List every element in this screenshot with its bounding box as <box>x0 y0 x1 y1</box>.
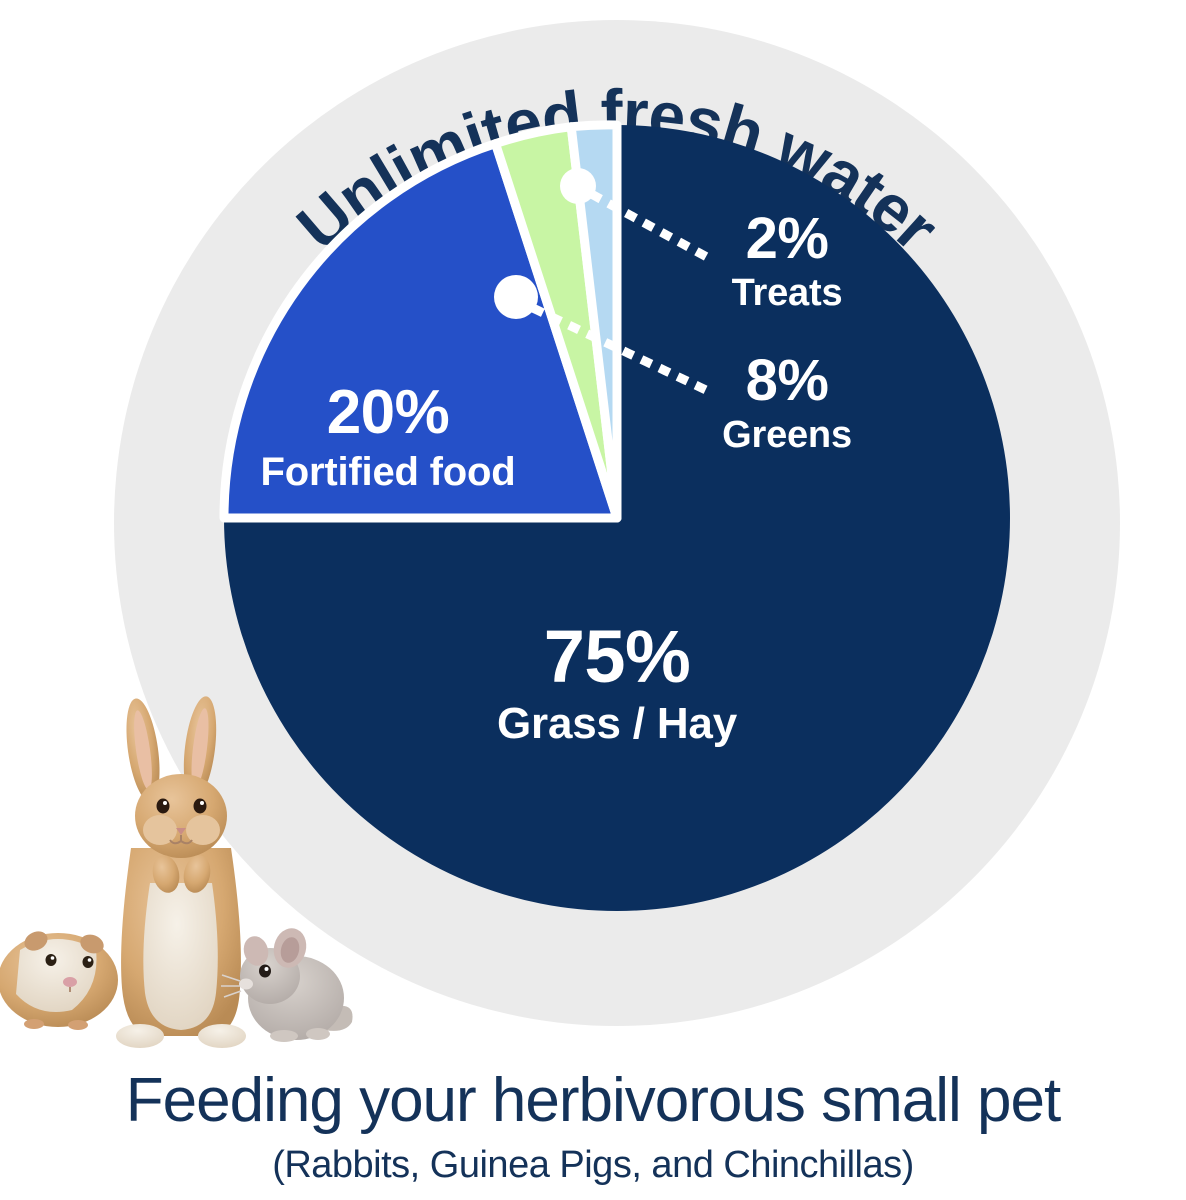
page-title: Feeding your herbivorous small pet <box>125 1066 1061 1135</box>
chinchilla-photo <box>221 928 353 1042</box>
animal-photo-cluster <box>0 688 360 1070</box>
leader-line-greens <box>531 304 712 396</box>
leader-line-treats <box>588 189 712 263</box>
callout-dot-greens <box>494 275 538 319</box>
rabbit-photo <box>116 696 246 1048</box>
pie-slice-fortified-food[interactable] <box>219 139 622 523</box>
caption-block: Feeding your herbivorous small pet (Rabb… <box>0 1070 1186 1187</box>
page-subtitle: (Rabbits, Guinea Pigs, and Chinchillas) <box>272 1144 914 1186</box>
guinea-pig-photo <box>0 931 118 1030</box>
pie-slice-treats[interactable] <box>566 120 622 523</box>
callout-dot-treats <box>560 168 596 204</box>
